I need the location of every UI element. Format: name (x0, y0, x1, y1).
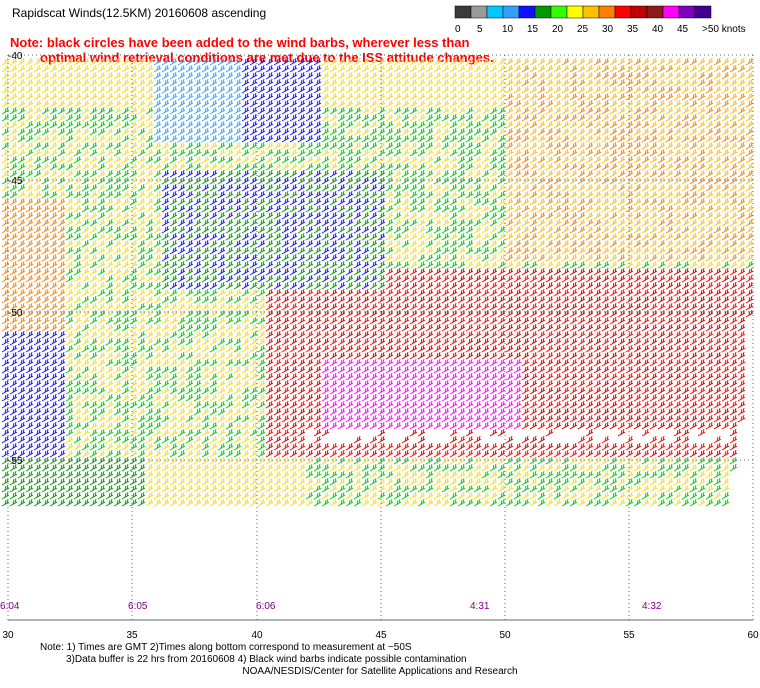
lon-label: 40 (251, 630, 263, 641)
color-scale-label: 20 (552, 24, 564, 35)
color-scale-label: 45 (677, 24, 689, 35)
color-scale-label: 10 (502, 24, 514, 35)
color-scale-label: 30 (602, 24, 614, 35)
color-scale-label: 40 (652, 24, 664, 35)
axis-labels: -40 -45 -50 -55 30 35 40 45 50 55 60 6:04 6:05 6:06 4:… (0, 51, 759, 641)
lon-label: 45 (375, 630, 387, 641)
lon-label: 35 (126, 630, 138, 641)
lon-label: 60 (747, 630, 759, 641)
color-scale-label: >50 knots (702, 24, 746, 35)
color-scale-label: 25 (577, 24, 589, 35)
color-scale-swatch (694, 5, 712, 19)
map-title: Rapidscat Winds(12.5KM) 20160608 ascendi… (12, 6, 267, 20)
color-scale-label: 15 (527, 24, 539, 35)
wind-barb-field (1, 57, 754, 507)
lon-label: 30 (2, 630, 14, 641)
footnote-line-2: 3)Data buffer is 22 hrs from 20160608 4)… (66, 654, 467, 665)
credit-line: NOAA/NESDIS/Center for Satellite Applica… (242, 666, 518, 677)
lat-label: -55 (8, 456, 23, 467)
time-label: 4:31 (470, 601, 490, 612)
time-label: 4:32 (642, 601, 662, 612)
time-label: 6:06 (256, 601, 276, 612)
lat-label: -40 (8, 51, 23, 62)
color-scale-bar: 0 5 10 15 20 25 30 35 40 45 >50 knots (454, 5, 746, 35)
time-label: 6:04 (0, 601, 20, 612)
lat-lon-grid (7, 54, 754, 621)
lat-label: -45 (8, 176, 23, 187)
color-scale-label: 5 (477, 24, 483, 35)
footnote-line-1: Note: 1) Times are GMT 2)Times along bot… (40, 642, 412, 653)
time-label: 6:05 (128, 601, 148, 612)
lon-label: 55 (623, 630, 635, 641)
note-line-2: optimal wind retrieval conditions are me… (40, 50, 494, 65)
lat-label: -50 (8, 308, 23, 319)
color-scale-label: 35 (627, 24, 639, 35)
lon-label: 50 (499, 630, 511, 641)
color-scale-label: 0 (455, 24, 461, 35)
note-line-1: Note: black circles have been added to t… (10, 35, 470, 50)
